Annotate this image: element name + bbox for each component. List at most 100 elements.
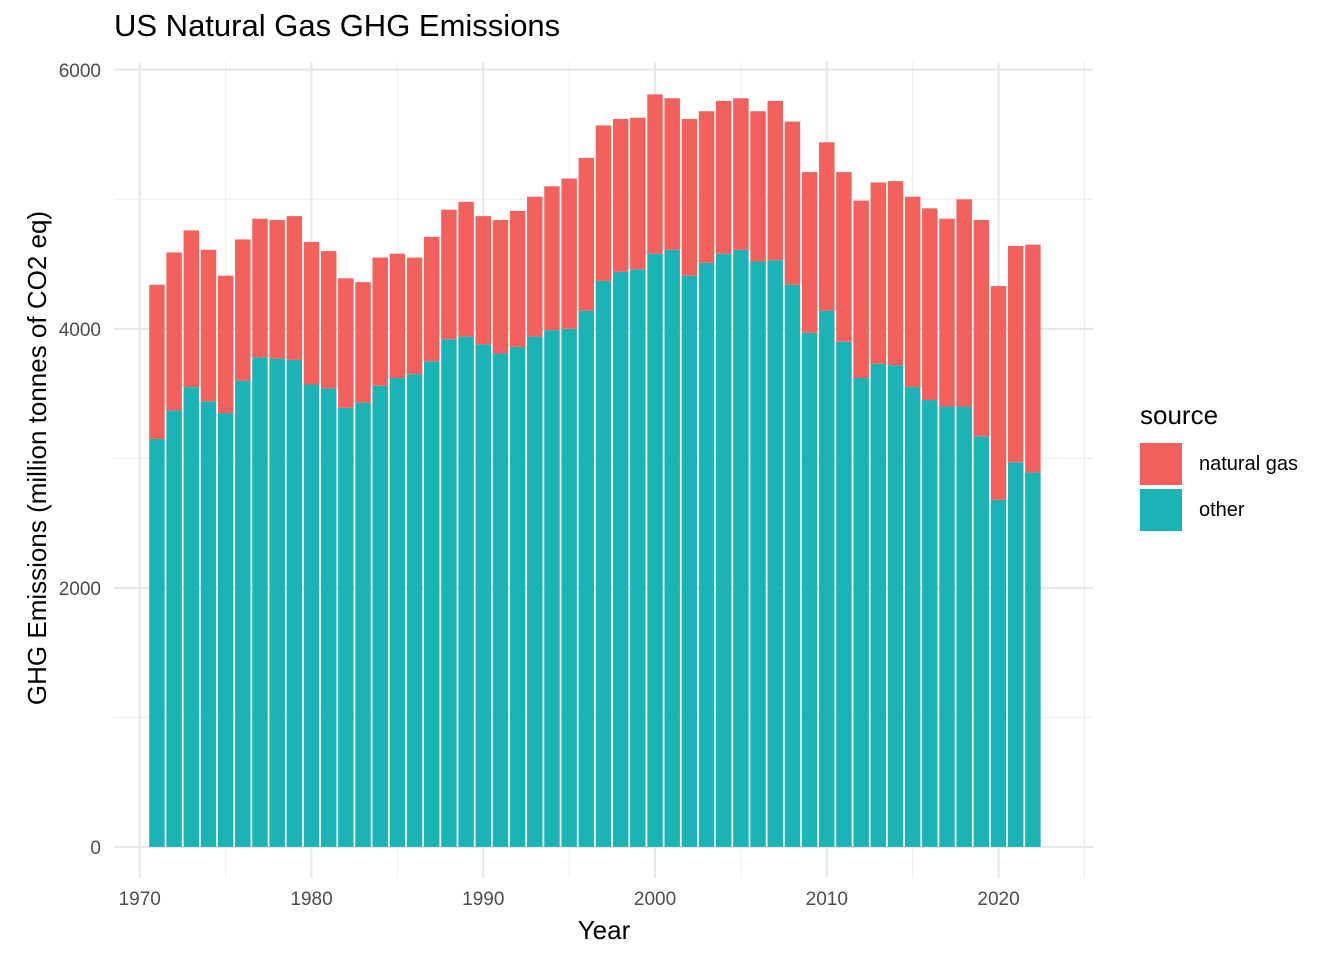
bar-other-1986	[406, 374, 423, 847]
bar-other-1984	[372, 385, 388, 847]
bar-other-2017	[939, 406, 955, 847]
bar-other-1975	[217, 413, 234, 847]
bar-natural-gas-2003	[698, 111, 715, 263]
x-tick-label: 2010	[806, 889, 848, 910]
legend-key-other	[1140, 489, 1182, 531]
x-axis-tick-labels: 1970 1980 1990 2000 2010 2020	[119, 889, 1020, 910]
bar-other-1999	[630, 269, 646, 847]
bar-other-1979	[286, 359, 303, 847]
bar-natural-gas-1985	[389, 253, 406, 379]
bar-other-2004	[715, 253, 732, 847]
bar-natural-gas-1981	[320, 251, 337, 389]
bar-other-2020	[990, 499, 1007, 847]
legend-label-natural-gas: natural gas	[1199, 452, 1298, 475]
bar-natural-gas-2001	[664, 98, 680, 250]
bar-natural-gas-1999	[630, 117, 646, 270]
bar-natural-gas-2020	[990, 286, 1007, 500]
bar-other-2008	[784, 284, 801, 847]
bar-other-2010	[819, 310, 835, 847]
bar-natural-gas-1992	[509, 210, 526, 347]
chart-title: US Natural Gas GHG Emissions	[114, 8, 561, 43]
bar-natural-gas-1974	[200, 249, 217, 402]
bar-other-1991	[492, 353, 509, 847]
bar-natural-gas-2022	[1025, 244, 1041, 473]
bar-other-2003	[698, 262, 715, 847]
bar-natural-gas-2019	[973, 220, 990, 437]
bar-other-2012	[853, 378, 869, 847]
bar-other-2001	[664, 249, 680, 847]
y-tick-label: 6000	[59, 61, 101, 82]
bar-natural-gas-2004	[715, 100, 732, 254]
bar-natural-gas-2017	[939, 218, 955, 407]
bar-other-2016	[922, 400, 938, 847]
bar-natural-gas-2012	[853, 200, 869, 379]
bar-natural-gas-1994	[544, 186, 560, 331]
bar-other-1990	[475, 344, 492, 847]
x-tick-label: 1970	[119, 889, 161, 910]
bar-other-1985	[389, 378, 406, 847]
x-tick-label: 2000	[634, 889, 676, 910]
bar-other-1989	[458, 336, 474, 847]
bar-natural-gas-2013	[870, 182, 887, 364]
x-tick-label: 2020	[977, 889, 1019, 910]
bar-other-2014	[887, 365, 904, 847]
bar-other-1971	[149, 438, 165, 847]
bar-natural-gas-1998	[612, 118, 629, 272]
bar-natural-gas-1984	[372, 257, 388, 386]
x-tick-label: 1990	[462, 889, 504, 910]
bars	[149, 94, 1041, 847]
bar-natural-gas-1979	[286, 216, 303, 360]
y-tick-label: 4000	[59, 320, 101, 341]
bar-other-1972	[166, 410, 182, 847]
bar-other-2002	[681, 275, 698, 847]
bar-other-1983	[355, 402, 371, 847]
y-axis-tick-labels: 0 2000 4000 6000	[59, 61, 101, 859]
bar-other-1994	[544, 330, 560, 847]
bar-other-1980	[303, 384, 320, 847]
bar-other-1973	[183, 387, 200, 847]
bar-other-1981	[320, 388, 337, 847]
bar-other-2007	[767, 260, 783, 847]
legend-key-natural-gas	[1140, 443, 1182, 485]
bar-natural-gas-1973	[183, 230, 200, 388]
bar-natural-gas-1997	[595, 125, 612, 281]
bar-natural-gas-1993	[527, 196, 543, 337]
bar-other-2005	[733, 249, 749, 847]
bar-other-1995	[561, 328, 577, 847]
bar-other-2006	[750, 261, 766, 847]
legend-item-natural-gas: natural gas	[1140, 441, 1298, 487]
bar-other-1988	[441, 339, 457, 847]
bar-other-1998	[612, 271, 629, 847]
bar-other-2009	[801, 332, 818, 847]
bar-other-1978	[269, 358, 285, 847]
bar-natural-gas-2002	[681, 118, 698, 276]
bar-other-2015	[904, 387, 921, 847]
bar-other-2019	[973, 436, 990, 847]
bar-natural-gas-1972	[166, 252, 182, 411]
legend: source natural gas other	[1140, 400, 1298, 533]
bar-natural-gas-1995	[561, 178, 577, 329]
bar-natural-gas-1976	[235, 239, 251, 381]
bar-natural-gas-1989	[458, 201, 474, 337]
bar-natural-gas-2018	[956, 199, 972, 407]
bar-other-1987	[424, 361, 440, 847]
bar-other-2018	[956, 406, 972, 847]
bar-other-1993	[527, 336, 543, 847]
bar-other-2022	[1025, 472, 1041, 847]
bar-other-1976	[235, 380, 251, 847]
bar-other-2011	[836, 341, 852, 847]
bar-natural-gas-1988	[441, 209, 457, 340]
y-tick-label: 2000	[59, 579, 101, 600]
bar-natural-gas-2016	[922, 208, 938, 401]
bar-natural-gas-1978	[269, 220, 285, 359]
bar-natural-gas-2000	[647, 94, 663, 254]
bar-natural-gas-2005	[733, 98, 749, 250]
bar-natural-gas-2014	[887, 181, 904, 366]
bar-natural-gas-2006	[750, 111, 766, 262]
bar-natural-gas-1987	[424, 236, 440, 362]
legend-title: source	[1140, 400, 1219, 430]
bar-natural-gas-2007	[767, 100, 783, 261]
y-tick-label: 0	[90, 838, 101, 859]
bar-natural-gas-2008	[784, 121, 801, 285]
